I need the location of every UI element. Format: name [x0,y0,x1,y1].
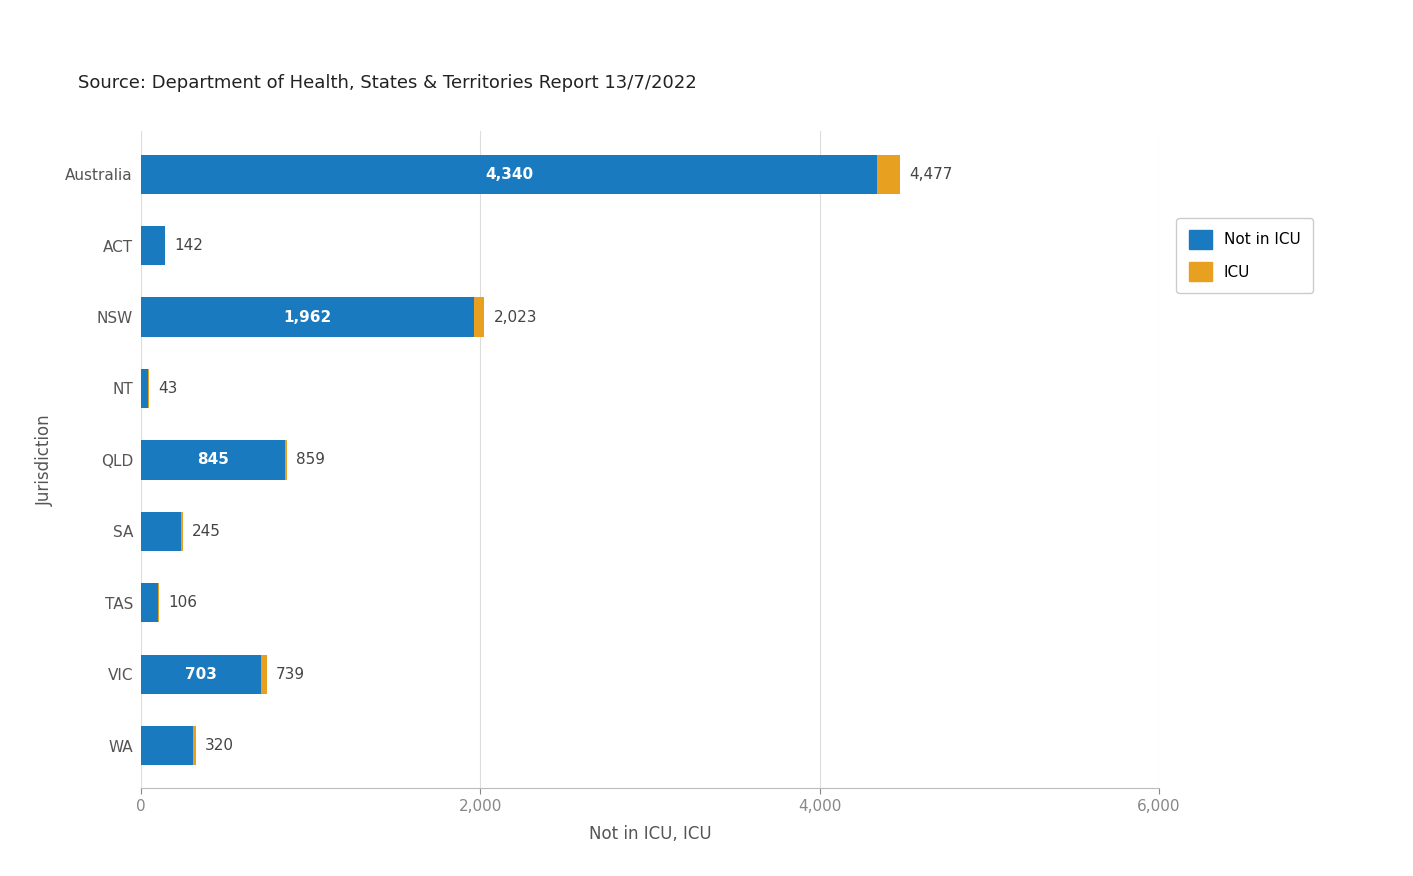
Text: 320: 320 [205,738,235,753]
Text: 142: 142 [175,238,203,253]
Bar [877,154,900,194]
Text: Source: Department of Health, States & Territories Report 13/7/2022: Source: Department of Health, States & T… [78,74,697,92]
Bar [181,512,182,551]
Text: 859: 859 [297,452,325,468]
X-axis label: Not in ICU, ICU: Not in ICU, ICU [589,825,711,843]
Bar [141,726,194,766]
Y-axis label: Jurisdiction: Jurisdiction [37,414,54,505]
Text: 43: 43 [158,381,177,396]
Bar [141,226,164,265]
Bar [141,583,158,622]
Bar [141,512,181,551]
Bar [141,298,473,336]
Bar [141,654,260,694]
Text: 739: 739 [276,667,305,682]
Bar [141,154,877,194]
Bar [141,441,284,479]
Bar [141,369,148,408]
Text: 4,477: 4,477 [910,166,954,181]
Bar [284,441,287,479]
Bar [194,726,195,766]
Text: 703: 703 [185,667,216,682]
Text: 245: 245 [192,524,220,539]
Bar [260,654,267,694]
Bar [473,298,485,336]
Text: 845: 845 [196,452,229,468]
Text: 2,023: 2,023 [493,309,537,325]
Text: 1,962: 1,962 [284,309,332,325]
Legend: Not in ICU, ICU: Not in ICU, ICU [1177,218,1313,293]
Text: 4,340: 4,340 [485,166,533,181]
Text: 106: 106 [168,595,198,611]
